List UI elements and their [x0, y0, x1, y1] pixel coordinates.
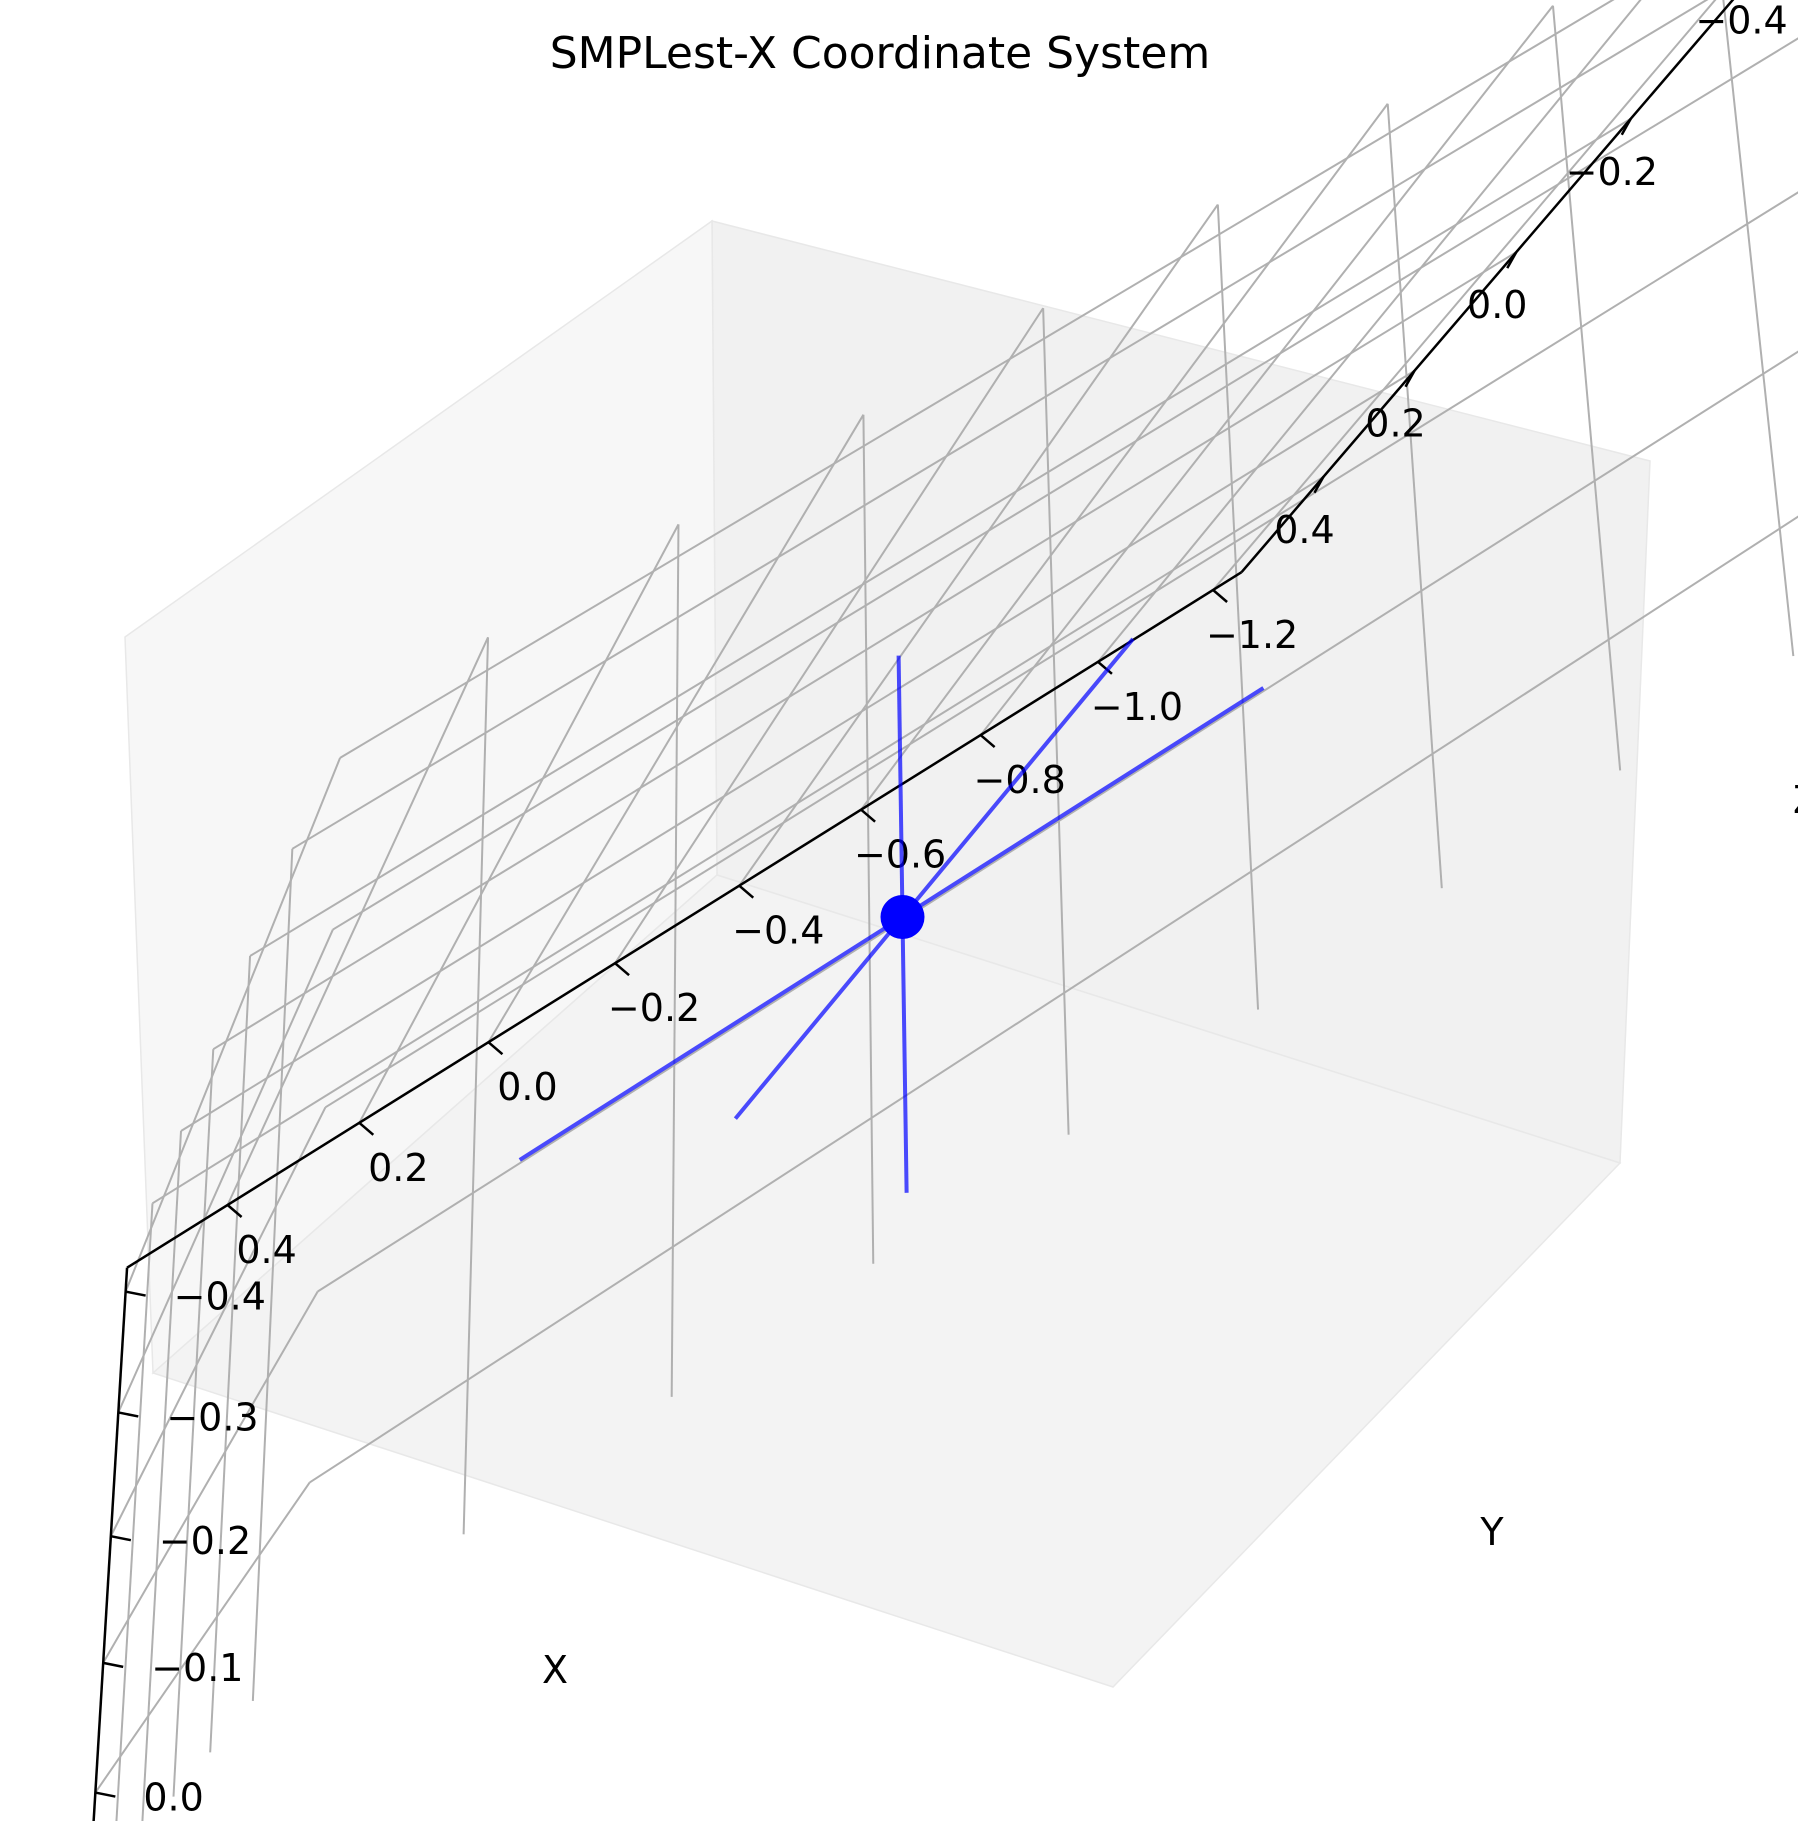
gridline-y-floor: [614, 307, 1044, 964]
y-axis-tick-label: −1.0: [1091, 685, 1183, 729]
x-axis-tick-label: −0.2: [1566, 150, 1658, 194]
z-axis-tick: [102, 1661, 124, 1669]
gridline-y-left: [862, 414, 875, 1264]
gridline-z-back: [117, 929, 334, 1413]
gridline-x-back: [209, 955, 252, 1753]
z-axis-tick: [110, 1534, 132, 1542]
y-axis-tick-label: −0.2: [608, 986, 700, 1030]
gridline-z-back: [124, 757, 341, 1292]
gridline-y-left: [1386, 103, 1443, 889]
z-axis-tick: [118, 1411, 139, 1418]
y-axis-tick-label: 0.0: [497, 1065, 557, 1109]
y-axis-tick: [1097, 660, 1113, 675]
y-axis-tick: [614, 962, 630, 977]
z-axis-tick-label: −0.4: [174, 1275, 266, 1319]
y-axis-tick: [358, 1121, 375, 1136]
gridline-z-left: [317, 350, 1798, 1293]
gridline-y-floor: [1212, 0, 1717, 591]
gridline-z-left: [332, 37, 1798, 931]
gridline-z-left: [324, 191, 1798, 1109]
gridline-z-back: [102, 1290, 319, 1664]
x-axis-tick-label: 0.2: [1365, 402, 1425, 446]
y-axis-tick: [860, 808, 876, 823]
y-axis-tick: [979, 734, 996, 749]
series-line-x: [733, 637, 1135, 1120]
axis-labels: X Y Z: [542, 778, 1798, 1692]
gridline-y-left: [1551, 5, 1622, 771]
gridline-x-floor: [151, 475, 1324, 1205]
gridlines: [94, 0, 1798, 1821]
gridline-y-floor: [738, 203, 1219, 887]
z-axis-tick-label: −0.3: [166, 1395, 258, 1439]
x-axis-tick-label: 0.4: [1274, 508, 1334, 552]
x-axis-tick: [1620, 118, 1632, 136]
gridline-y-left: [462, 637, 490, 1535]
x-axis-label: X: [542, 1648, 568, 1692]
gridline-y-left: [1216, 204, 1260, 1010]
z-axis-tick-label: −0.2: [159, 1519, 251, 1563]
y-axis-tick-label: −0.8: [973, 758, 1065, 802]
z-axis-tick: [125, 1290, 146, 1297]
y-axis-tick: [226, 1204, 243, 1218]
gridline-z-left: [309, 515, 1798, 1484]
x-axis-tick: [1506, 251, 1518, 269]
y-axis-tick-label: 0.2: [368, 1146, 428, 1190]
x-axis-tick: [1313, 476, 1325, 494]
gridline-y-left: [670, 524, 680, 1397]
gridline-x-floor: [291, 0, 1709, 850]
gridline-z-back: [109, 1106, 327, 1537]
x-axis-tick-label: 0.0: [1467, 283, 1527, 327]
gridline-z-back: [94, 1481, 311, 1794]
y-axis-label: Y: [1479, 1510, 1504, 1554]
x-axis-tick: [1404, 370, 1416, 388]
gridline-x-floor: [180, 369, 1416, 1132]
y-axis-tick: [487, 1041, 504, 1056]
chart-title: SMPLest-X Coordinate System: [550, 28, 1211, 79]
pane-floor: [151, 874, 1622, 1688]
gridline-y-floor: [358, 523, 680, 1124]
y-axis-tick-label: −0.4: [732, 909, 824, 953]
z-axis-label: Z: [1793, 778, 1798, 822]
gridline-y-floor: [1097, 0, 1642, 663]
gridline-y-floor: [979, 5, 1554, 736]
x-axis-tick-label: −0.4: [1695, 0, 1787, 43]
y-axis-tick: [738, 884, 755, 899]
gridline-x-back: [251, 848, 294, 1701]
gridline-y-floor: [860, 103, 1389, 811]
y-axis-tick: [1212, 589, 1228, 603]
gridline-x-back: [172, 1049, 215, 1797]
gridline-y-left: [1042, 308, 1070, 1135]
gridline-x-floor: [249, 117, 1632, 957]
plot-data: [518, 637, 1265, 1193]
data-point: [880, 895, 925, 939]
gridline-x-floor: [212, 251, 1517, 1051]
gridline-y-left: [1722, 0, 1795, 657]
axes-group: −0.4−0.20.00.20.4−1.2−1.0−0.8−0.6−0.4−0.…: [92, 0, 1788, 1821]
y-axis-tick-label: 0.4: [236, 1228, 296, 1272]
gridline-z-left: [339, 0, 1615, 759]
z-axis-tick-label: 0.0: [143, 1776, 203, 1820]
y-axis-line: [126, 571, 1243, 1269]
gridline-y-floor: [226, 636, 489, 1206]
z-axis-tick: [95, 1791, 116, 1798]
x-axis-line: [1240, 0, 1735, 574]
y-axis-tick-label: −1.2: [1206, 613, 1298, 657]
z-axis-tick-label: −0.1: [151, 1646, 243, 1690]
